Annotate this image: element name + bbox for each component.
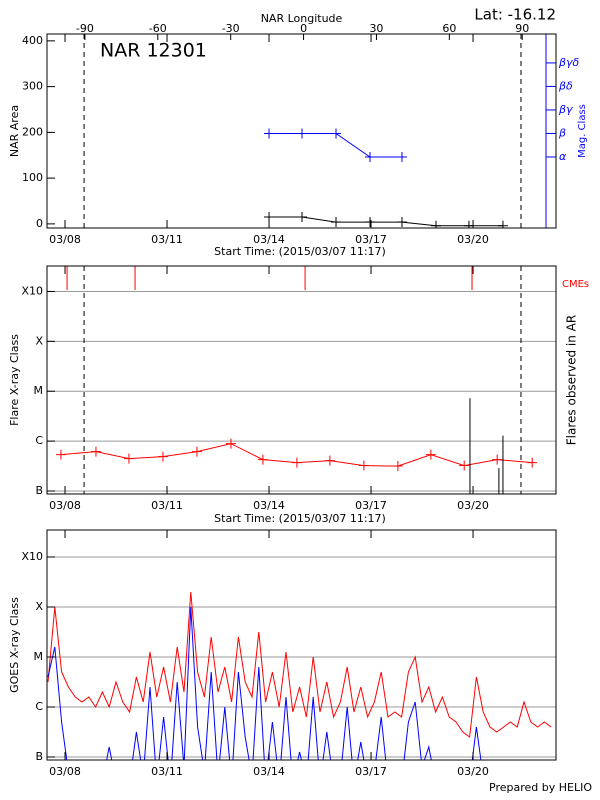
plot-area: [47, 266, 556, 494]
series-line: [269, 216, 503, 227]
annotation: CMEs: [562, 279, 589, 290]
marker: [463, 220, 474, 228]
x-tick-label: 03/08: [49, 233, 81, 246]
y-tick-label: B: [35, 750, 43, 763]
marker: [191, 446, 202, 457]
marker: [324, 455, 335, 466]
marker: [392, 461, 403, 472]
y-tick-label: X: [35, 334, 43, 347]
annotation: Prepared by HELIO: [489, 781, 592, 794]
marker: [257, 454, 268, 465]
marker: [55, 449, 66, 460]
y2-tick-label: βγδ: [558, 56, 580, 69]
series-line: [269, 133, 402, 158]
y-tick-label: X10: [21, 284, 43, 297]
x-tick-label: 03/20: [457, 765, 489, 778]
x2-tick-label: -30: [222, 22, 240, 35]
y-tick-label: 0: [36, 217, 43, 230]
y2-label: Flares observed in AR: [565, 315, 579, 445]
x-tick-label: 03/17: [355, 233, 387, 246]
y-tick-label: X10: [21, 550, 43, 563]
marker: [430, 220, 441, 228]
x-tick-label: 03/11: [151, 499, 183, 512]
marker: [459, 460, 470, 471]
marker: [358, 460, 369, 471]
y2-tick-label: βγ: [558, 103, 573, 116]
marker: [527, 457, 538, 468]
panel-title: NAR 12301: [100, 40, 207, 62]
marker: [123, 453, 134, 464]
x-tick-label: 03/11: [151, 233, 183, 246]
marker: [365, 151, 376, 162]
annotation: Lat: -16.12: [474, 6, 556, 24]
y-label: NAR Area: [8, 105, 21, 157]
marker: [264, 128, 275, 139]
x-tick-label: 03/17: [355, 765, 387, 778]
y-tick-label: C: [35, 700, 43, 713]
marker: [297, 212, 308, 223]
plot-area: [47, 556, 556, 760]
x2-tick-label: 30: [369, 22, 383, 35]
y-tick-label: C: [35, 434, 43, 447]
x-tick-label: 03/08: [49, 765, 81, 778]
y-tick-label: 100: [22, 171, 43, 184]
x-tick-label: 03/20: [457, 499, 489, 512]
x-tick-label: 03/08: [49, 499, 81, 512]
x-tick-label: 03/14: [253, 233, 285, 246]
marker: [365, 217, 376, 228]
x-tick-label: 03/11: [151, 765, 183, 778]
y-tick-label: 300: [22, 80, 43, 93]
series-line: [47, 606, 482, 760]
x2-tick-label: 60: [442, 22, 456, 35]
y-tick-label: B: [35, 484, 43, 497]
x2-tick-label: 90: [515, 22, 529, 35]
y2-tick-label: βδ: [558, 79, 573, 92]
marker: [331, 217, 342, 228]
y-label: GOES X-ray Class: [8, 597, 21, 693]
x-label: Start Time: (2015/03/07 11:17): [214, 512, 386, 525]
y-tick-label: 400: [22, 34, 43, 47]
plot-frame: [46, 529, 557, 761]
marker: [497, 220, 508, 228]
marker: [157, 451, 168, 462]
y2-tick-label: α: [559, 150, 567, 163]
plot-area: [83, 34, 522, 228]
x2-label: NAR Longitude: [261, 12, 343, 25]
x2-tick-label: 0: [300, 22, 307, 35]
marker: [291, 457, 302, 468]
x-tick-label: 03/17: [355, 499, 387, 512]
y-tick-label: M: [34, 650, 44, 663]
plot-frame: [46, 265, 557, 495]
y2-label: Mag. Class: [577, 104, 588, 158]
x-tick-label: 03/20: [457, 233, 489, 246]
x-tick-label: 03/14: [253, 765, 285, 778]
marker: [90, 446, 101, 457]
x-tick-label: 03/14: [253, 499, 285, 512]
marker: [425, 449, 436, 460]
marker: [492, 454, 503, 465]
marker: [331, 128, 342, 139]
marker: [396, 151, 407, 162]
series-line: [47, 591, 552, 738]
x2-tick-label: -60: [149, 22, 167, 35]
marker: [297, 128, 308, 139]
y-label: Flare X-ray Class: [8, 334, 21, 426]
x-label: Start Time: (2015/03/07 11:17): [214, 245, 386, 258]
y-tick-label: X: [35, 600, 43, 613]
y-tick-label: M: [34, 384, 44, 397]
y-tick-label: 200: [22, 125, 43, 138]
x2-tick-label: -90: [76, 22, 94, 35]
marker: [396, 217, 407, 228]
plot-frame: [46, 33, 557, 229]
y2-tick-label: β: [558, 126, 566, 139]
marker: [225, 438, 236, 449]
